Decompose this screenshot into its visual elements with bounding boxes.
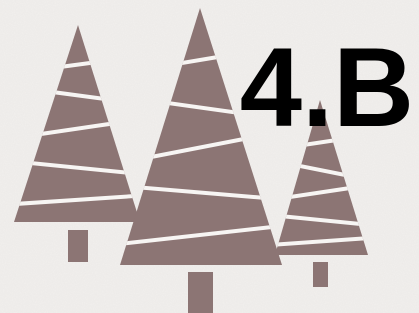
heading: 4.B <box>240 25 414 150</box>
illustration: 4.B <box>0 0 419 313</box>
